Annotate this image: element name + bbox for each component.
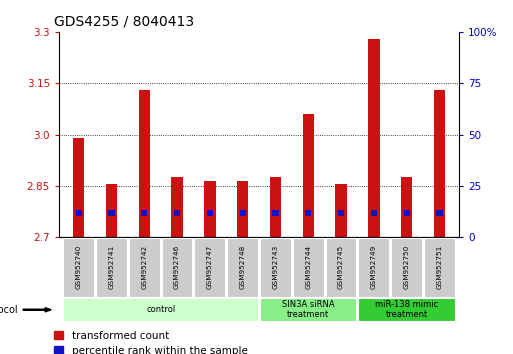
Bar (371, 211, 377, 216)
Bar (272, 211, 279, 216)
Bar (368, 39, 380, 237)
Bar (237, 181, 248, 237)
Text: GSM952751: GSM952751 (437, 245, 442, 290)
Bar (436, 211, 443, 216)
Bar (106, 184, 117, 237)
Text: GSM952745: GSM952745 (338, 245, 344, 290)
Text: SIN3A siRNA
treatment: SIN3A siRNA treatment (282, 300, 334, 319)
Bar (404, 211, 410, 216)
Bar (174, 211, 180, 216)
Text: GSM952743: GSM952743 (272, 245, 279, 290)
Text: GSM952740: GSM952740 (76, 245, 82, 290)
Text: GSM952744: GSM952744 (305, 245, 311, 290)
Text: miR-138 mimic
treatment: miR-138 mimic treatment (375, 300, 438, 319)
Bar (338, 211, 344, 216)
Text: protocol: protocol (0, 305, 18, 315)
Bar (108, 211, 114, 216)
Bar (73, 138, 85, 237)
Legend: transformed count, percentile rank within the sample: transformed count, percentile rank withi… (54, 331, 248, 354)
Text: GSM952747: GSM952747 (207, 245, 213, 290)
Text: control: control (146, 305, 175, 314)
Bar (433, 90, 445, 237)
Bar (204, 181, 215, 237)
Bar (270, 177, 281, 237)
Bar (141, 211, 147, 216)
Text: GDS4255 / 8040413: GDS4255 / 8040413 (54, 14, 194, 28)
Text: GSM952748: GSM952748 (240, 245, 246, 290)
Bar (171, 177, 183, 237)
Bar (336, 184, 347, 237)
Text: GSM952742: GSM952742 (141, 245, 147, 290)
Text: GSM952749: GSM952749 (371, 245, 377, 290)
Text: GSM952750: GSM952750 (404, 245, 410, 290)
Text: GSM952741: GSM952741 (108, 245, 114, 290)
Bar (207, 211, 213, 216)
Bar (75, 211, 82, 216)
Bar (303, 114, 314, 237)
Bar (305, 211, 311, 216)
Bar (139, 90, 150, 237)
Bar (401, 177, 412, 237)
Bar (240, 211, 246, 216)
Text: GSM952746: GSM952746 (174, 245, 180, 290)
